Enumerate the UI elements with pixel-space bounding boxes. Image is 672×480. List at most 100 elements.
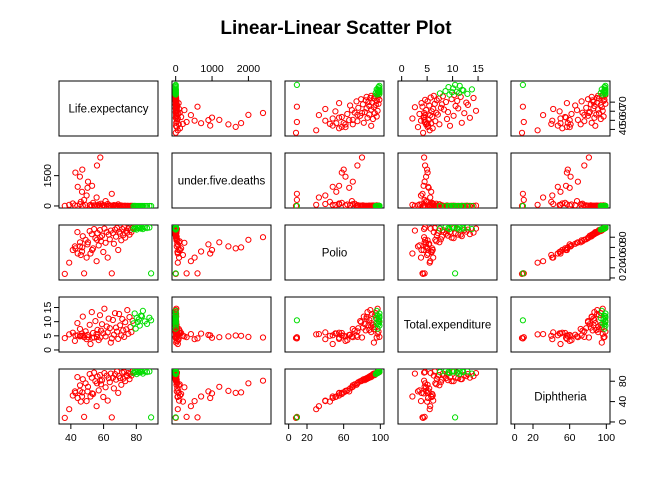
panel-frame <box>284 296 385 353</box>
panel-1-2 <box>284 152 385 209</box>
data-point <box>534 201 541 208</box>
data-point <box>66 331 73 338</box>
points-group <box>292 369 383 421</box>
data-point <box>436 90 443 97</box>
data-point <box>79 166 86 173</box>
data-point <box>81 270 88 277</box>
data-point <box>427 194 434 201</box>
data-point <box>450 225 457 231</box>
points-group <box>172 369 267 421</box>
data-point <box>232 332 239 339</box>
data-point <box>446 122 454 129</box>
data-point <box>460 225 467 232</box>
data-point <box>148 317 155 324</box>
panel-3-2 <box>284 296 385 353</box>
data-point <box>586 321 593 328</box>
data-point <box>172 369 179 375</box>
data-point <box>101 305 108 312</box>
data-point <box>368 122 375 129</box>
data-point <box>81 413 88 420</box>
data-point <box>572 202 579 208</box>
tick-label: 0 <box>512 432 518 444</box>
panel-frame <box>171 368 272 425</box>
data-point <box>411 202 418 208</box>
data-point <box>293 414 300 421</box>
data-point <box>329 394 336 402</box>
data-point <box>464 90 471 98</box>
data-point <box>136 322 143 329</box>
data-point <box>333 393 340 400</box>
data-point <box>578 98 585 105</box>
data-point <box>422 369 429 376</box>
panel-4-3 <box>397 368 498 425</box>
data-point <box>436 225 443 232</box>
data-point <box>534 331 541 338</box>
data-point <box>594 307 601 314</box>
data-point <box>440 106 447 113</box>
data-point <box>426 406 433 413</box>
data-point <box>181 239 188 246</box>
data-point <box>198 330 205 337</box>
data-point <box>419 270 426 277</box>
data-point <box>102 239 109 246</box>
data-point <box>72 169 79 176</box>
data-point <box>338 113 345 121</box>
data-point <box>115 389 122 396</box>
data-point <box>376 202 383 208</box>
data-point <box>421 383 428 390</box>
data-point <box>76 382 84 389</box>
data-point <box>61 414 68 421</box>
data-point <box>84 383 92 390</box>
panel-0-1 <box>171 80 272 137</box>
data-point <box>173 379 180 386</box>
data-point <box>174 406 181 413</box>
data-point <box>116 310 123 318</box>
data-point <box>181 384 188 391</box>
data-point <box>418 100 425 107</box>
data-point <box>113 328 121 335</box>
data-point <box>583 325 590 332</box>
panel-frame <box>171 296 272 353</box>
data-point <box>172 229 179 236</box>
data-point <box>104 254 111 261</box>
data-point <box>581 118 588 125</box>
data-point <box>470 202 477 208</box>
data-point <box>445 84 452 91</box>
data-point <box>584 112 592 119</box>
data-point <box>107 339 114 346</box>
data-point <box>342 173 349 180</box>
data-point <box>354 333 361 340</box>
data-point <box>183 413 190 420</box>
data-point <box>78 393 86 400</box>
data-point <box>358 154 366 161</box>
tick-label: 0 <box>42 347 54 353</box>
data-point <box>91 369 98 376</box>
data-point <box>122 234 129 241</box>
tick-label: 5 <box>424 63 430 75</box>
data-point <box>468 86 475 93</box>
data-point <box>187 331 194 338</box>
chart-title: Linear-Linear Scatter Plot <box>220 18 452 39</box>
data-point <box>106 379 113 386</box>
data-point <box>117 375 124 382</box>
data-point <box>601 333 608 340</box>
data-point <box>424 202 431 208</box>
panel-2-4 <box>510 224 611 281</box>
data-point <box>187 258 194 265</box>
data-point <box>333 120 340 127</box>
data-point <box>373 307 380 314</box>
panel-1-0 <box>58 152 159 209</box>
data-point <box>420 129 427 136</box>
data-point <box>74 374 81 381</box>
data-point <box>459 369 466 375</box>
tick-label: 60 <box>617 105 629 117</box>
data-point <box>417 192 425 199</box>
data-point <box>293 335 300 342</box>
data-point <box>108 270 115 277</box>
data-point <box>93 194 100 201</box>
data-point <box>578 202 585 208</box>
data-point <box>172 317 179 324</box>
data-point <box>61 270 68 277</box>
data-point <box>143 202 151 208</box>
data-point <box>78 248 86 255</box>
